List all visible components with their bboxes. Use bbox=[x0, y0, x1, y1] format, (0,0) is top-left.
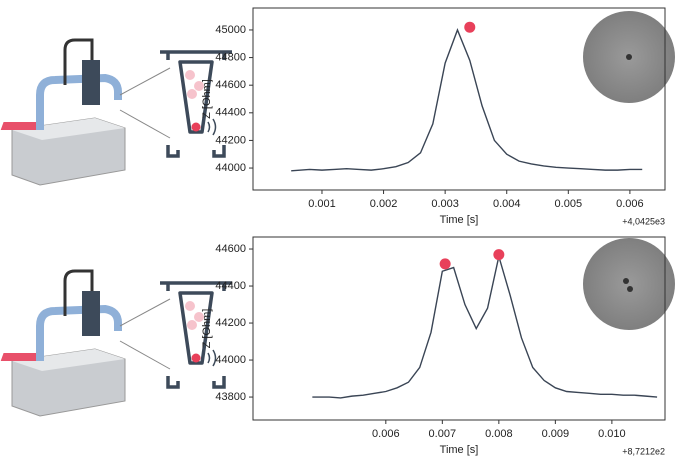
peak-marker bbox=[464, 21, 476, 33]
x-tick-label: 0.007 bbox=[429, 428, 457, 440]
y-tick-label: 44000 bbox=[215, 162, 246, 174]
y-tick-label: 43800 bbox=[215, 391, 246, 403]
x-axis-label: Time [s] bbox=[440, 214, 479, 226]
inset-cell bbox=[626, 54, 632, 60]
well bbox=[166, 145, 226, 158]
illustration bbox=[0, 38, 232, 186]
y-tick-label: 44600 bbox=[215, 79, 246, 91]
x-tick-label: 0.009 bbox=[542, 428, 570, 440]
line-series bbox=[312, 256, 658, 399]
cell bbox=[194, 81, 204, 91]
cell bbox=[187, 89, 197, 99]
plot-frame bbox=[252, 7, 666, 191]
plate bbox=[0, 122, 44, 130]
offset-label: +8,7212e2 bbox=[622, 446, 665, 456]
head bbox=[82, 60, 100, 105]
zoom-line bbox=[119, 109, 171, 139]
x-tick-label: 0.006 bbox=[372, 428, 400, 440]
x-tick-label: 0.004 bbox=[493, 198, 521, 210]
machine-top bbox=[12, 118, 125, 140]
x-tick-label: 0.006 bbox=[616, 198, 644, 210]
cell bbox=[191, 122, 201, 132]
nozzle bbox=[160, 50, 232, 134]
x-tick-label: 0.005 bbox=[555, 198, 583, 210]
y-tick-label: 44400 bbox=[215, 280, 246, 292]
plot-frame bbox=[252, 236, 666, 421]
y-tick-label: 44000 bbox=[215, 354, 246, 366]
x-axis-label: Time [s] bbox=[440, 444, 479, 456]
signal bbox=[207, 118, 217, 136]
zoom-line bbox=[119, 67, 171, 96]
x-tick-label: 0.008 bbox=[485, 428, 513, 440]
inset-cell bbox=[627, 286, 633, 292]
x-tick-label: 0.002 bbox=[370, 198, 398, 210]
peak-marker bbox=[439, 258, 451, 270]
x-tick-label: 0.010 bbox=[598, 428, 626, 440]
y-tick-label: 44600 bbox=[215, 243, 246, 255]
y-tick-label: 44200 bbox=[215, 317, 246, 329]
inset-cell bbox=[623, 278, 629, 284]
y-tick-label: 44200 bbox=[215, 134, 246, 146]
y-axis-label: Z [Ohm] bbox=[201, 309, 213, 349]
y-tick-label: 44400 bbox=[215, 107, 246, 119]
line-series bbox=[291, 28, 643, 172]
x-tick-label: 0.001 bbox=[308, 198, 336, 210]
arm bbox=[63, 38, 94, 85]
peak-marker bbox=[493, 249, 505, 261]
gantry bbox=[36, 73, 122, 130]
y-tick-label: 44800 bbox=[215, 51, 246, 63]
charts: 44000 44200 44400 44600 44800 45000 0.001 0.002… bbox=[201, 7, 666, 456]
x-tick-label: 0.003 bbox=[431, 198, 459, 210]
inset-image bbox=[583, 238, 675, 330]
illustration-copy bbox=[1, 271, 232, 416]
y-tick-label: 45000 bbox=[215, 24, 246, 36]
y-axis-label: Z [Ohm] bbox=[201, 79, 213, 119]
offset-label: +4,0425e3 bbox=[622, 216, 665, 226]
cell bbox=[185, 70, 195, 80]
